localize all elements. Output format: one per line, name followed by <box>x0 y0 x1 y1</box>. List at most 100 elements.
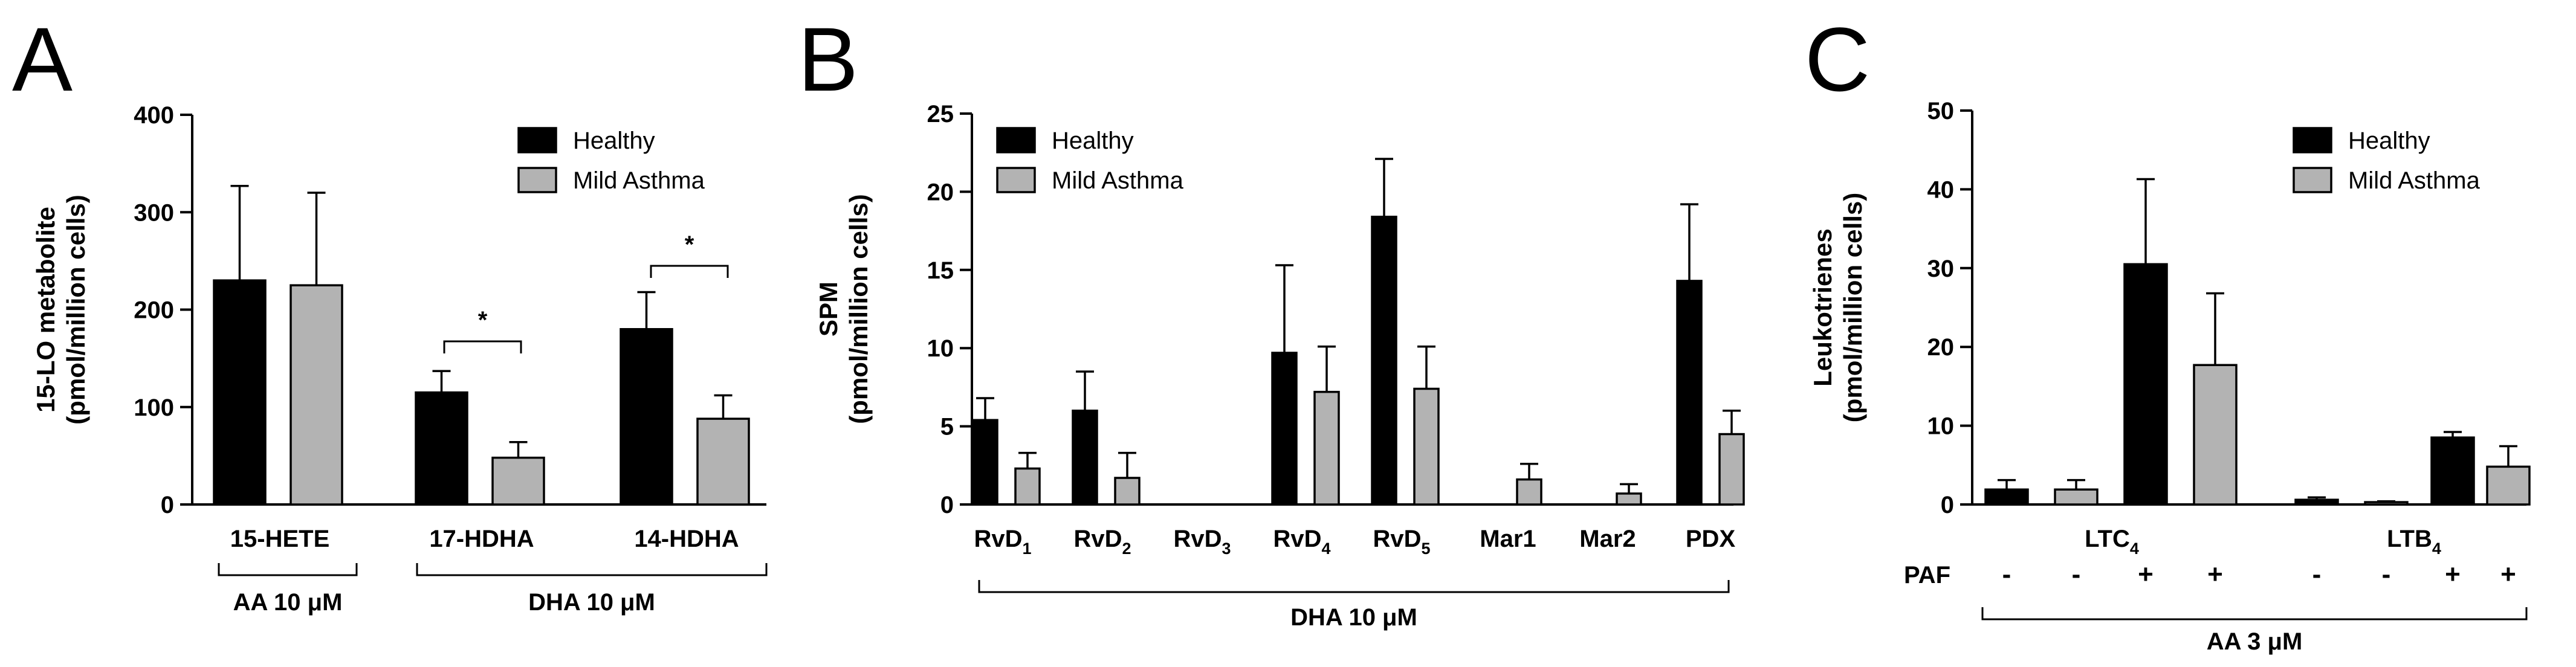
panel-A-bar-15-hete-mild-asthma <box>290 284 343 506</box>
panel-B-bar-rvd1-mild-asthma-error-bar <box>1018 451 1037 469</box>
panel-A-legend-swatch-mild-asthma <box>517 167 557 193</box>
panel-C-bar-ltb4-healthy-paf <box>2430 436 2475 506</box>
panel-A-bar-17-hdha-mild-asthma <box>491 456 545 506</box>
panel-A-group-label-dha: DHA 10 μM <box>528 589 655 616</box>
panel-C-group-label-aa: AA 3 μM <box>2207 628 2303 655</box>
panel-A-x-tick-label: 15-HETE <box>230 526 330 552</box>
panel-B-bar-rvd4-healthy-error-bar <box>1275 264 1293 353</box>
panel-B-bar-rvd1-mild-asthma <box>1014 467 1041 506</box>
panel-B-bar-mar2-mild-asthma-error-bar <box>1620 483 1638 494</box>
panel-C-bar-ltb4-mild-asthma-paf <box>2486 465 2531 506</box>
panel-C-paf-sign: + <box>2207 559 2223 589</box>
panel-A-x-tick-label: 14-HDHA <box>634 526 739 552</box>
panel-A-y-tick-label: 300 <box>134 199 174 226</box>
panel-B-bar-pdx-mild-asthma-error-bar <box>1723 409 1741 434</box>
panel-B-y-tick-label: 20 <box>927 179 954 205</box>
panel-B-x-tick-label: Mar2 <box>1579 526 1636 552</box>
panel-B-bar-rvd4-mild-asthma-error-bar <box>1318 345 1336 392</box>
panel-B-bar-rvd2-healthy-error-bar <box>1076 370 1094 411</box>
panel-B-y-label-units: (pmol/million cells) <box>844 194 873 424</box>
panel-C-bar-ltb4-mild-asthma-error-bar <box>2377 500 2395 503</box>
panel-B-x-tick-label: Mar1 <box>1480 526 1536 552</box>
panel-C-y-tick-label: 40 <box>1927 176 1955 203</box>
panel-C-paf-sign: - <box>2002 559 2011 589</box>
panel-B-group-label-dha: DHA 10 μM <box>1290 604 1417 631</box>
panel-C-paf-label: PAF <box>1904 562 1950 588</box>
panel-A-group-bracket-dha <box>416 563 768 576</box>
panel-C-y-tick-label: 0 <box>1941 492 1954 518</box>
panel-B-legend-label: Healthy <box>1052 127 1134 154</box>
panel-B-group-bracket-dha <box>978 580 1730 593</box>
panel-B-bar-pdx-healthy <box>1676 280 1703 506</box>
panel-C-paf-sign: + <box>2500 559 2516 589</box>
panel-C-bar-ltc4-healthy-paf-error-bar <box>2137 178 2155 265</box>
panel-A-bar-14-hdha-mild-asthma <box>696 417 750 506</box>
panel-C-bar-ltc4-healthy-error-bar <box>1998 478 2016 490</box>
panel-B-bar-pdx-mild-asthma <box>1718 433 1745 506</box>
panel-C-bar-ltc4-mild-asthma-paf-error-bar <box>2206 292 2224 366</box>
panel-A-significance-bracket <box>650 265 729 278</box>
panel-C-x-tick-label: LTB4 <box>2387 526 2441 558</box>
panel-A-group-label-aa: AA 10 μM <box>233 589 343 616</box>
panel-B-x-tick-label: RvD5 <box>1373 526 1430 558</box>
panel-C-bar-ltc4-mild-asthma-error-bar <box>2067 478 2085 490</box>
panel-A-y-tick-label: 200 <box>134 297 174 324</box>
panel-C-legend-swatch-mild-asthma <box>2293 167 2332 193</box>
panel-B-bar-rvd5-healthy-error-bar <box>1375 158 1393 217</box>
panel-C-bar-ltc4-healthy-paf <box>2123 263 2168 506</box>
panel-B-y-tick-label: 10 <box>927 335 954 362</box>
panel-A-y-tick-label: 0 <box>161 492 174 518</box>
panel-B-y-tick-label: 25 <box>927 101 954 127</box>
panel-A-legend-swatch-healthy <box>517 127 557 153</box>
panel-A-legend-label: Mild Asthma <box>573 167 705 194</box>
panel-C-y-tick-label: 50 <box>1927 98 1955 124</box>
panel-B-legend-swatch-healthy <box>996 127 1036 153</box>
panel-C-y-tick-label: 20 <box>1927 334 1955 361</box>
panel-C-paf-sign: - <box>2072 559 2081 589</box>
panel-A-bar-15-hete-healthy-error-bar <box>230 184 249 281</box>
panel-A-bar-14-hdha-healthy <box>620 328 673 506</box>
panel-C-paf-sign: + <box>2445 559 2461 589</box>
panel-B-x-tick-label: RvD1 <box>974 526 1031 558</box>
panel-C-legend-swatch-healthy <box>2293 127 2332 153</box>
panel-A-significance-star: * <box>478 307 488 334</box>
panel-B-y-tick-label: 15 <box>927 257 954 284</box>
panel-B-bar-rvd2-healthy <box>1072 409 1098 506</box>
panel-A-x-tick-label: 17-HDHA <box>429 526 534 552</box>
panel-B-bar-rvd5-healthy <box>1371 216 1397 506</box>
panel-C-bar-ltc4-mild-asthma <box>2054 488 2099 506</box>
panel-B-bar-rvd1-healthy-error-bar <box>976 397 994 420</box>
panel-B-legend-swatch-mild-asthma <box>996 167 1036 193</box>
panel-B-bar-rvd4-healthy <box>1271 352 1298 506</box>
panel-C-bar-ltb4-healthy-paf-error-bar <box>2444 431 2462 438</box>
panel-B-bar-rvd5-mild-asthma-error-bar <box>1417 345 1435 389</box>
panel-B-bar-rvd1-healthy <box>972 419 998 506</box>
panel-C-y-tick-label: 30 <box>1927 256 1955 282</box>
panel-C-x-tick-label: LTC4 <box>2085 526 2139 558</box>
panel-A-letter: A <box>12 8 73 110</box>
panel-C-bar-ltb4-mild-asthma <box>2364 501 2409 506</box>
panel-B-y-tick-label: 5 <box>940 414 954 440</box>
panel-B-bar-rvd2-mild-asthma <box>1114 477 1141 506</box>
panel-C-bar-ltc4-mild-asthma-paf <box>2193 364 2238 506</box>
panel-A-y-tick-label: 400 <box>134 102 174 129</box>
panel-A-significance-star: * <box>685 231 694 258</box>
panel-C-group-bracket-aa <box>1981 607 2528 620</box>
panel-A-bar-17-hdha-mild-asthma-error-bar <box>509 441 528 458</box>
panel-B-bar-mar2-mild-asthma <box>1616 492 1642 506</box>
panel-B-bar-mar1-mild-asthma-error-bar <box>1520 462 1538 480</box>
panel-B-letter: B <box>798 8 858 110</box>
panel-A-group-bracket-aa <box>218 563 358 576</box>
panel-A-significance-bracket <box>443 340 522 353</box>
panel-B-y-label: SPM <box>814 282 843 337</box>
panel-A-legend-label: Healthy <box>573 127 655 154</box>
panel-B-x-tick-label: RvD3 <box>1173 526 1231 558</box>
panel-B-bar-mar1-mild-asthma <box>1516 478 1542 506</box>
panel-B-x-tick-label: PDX <box>1686 526 1736 552</box>
panel-A-y-label-units: (pmol/million cells) <box>62 195 90 424</box>
panel-A-y-label: 15-LO metabolite <box>31 207 60 413</box>
panel-A-bar-14-hdha-healthy-error-bar <box>637 291 656 329</box>
panel-A-bar-17-hdha-healthy <box>415 391 468 506</box>
panel-C-y-label-units: (pmol/million cells) <box>1839 193 1867 422</box>
